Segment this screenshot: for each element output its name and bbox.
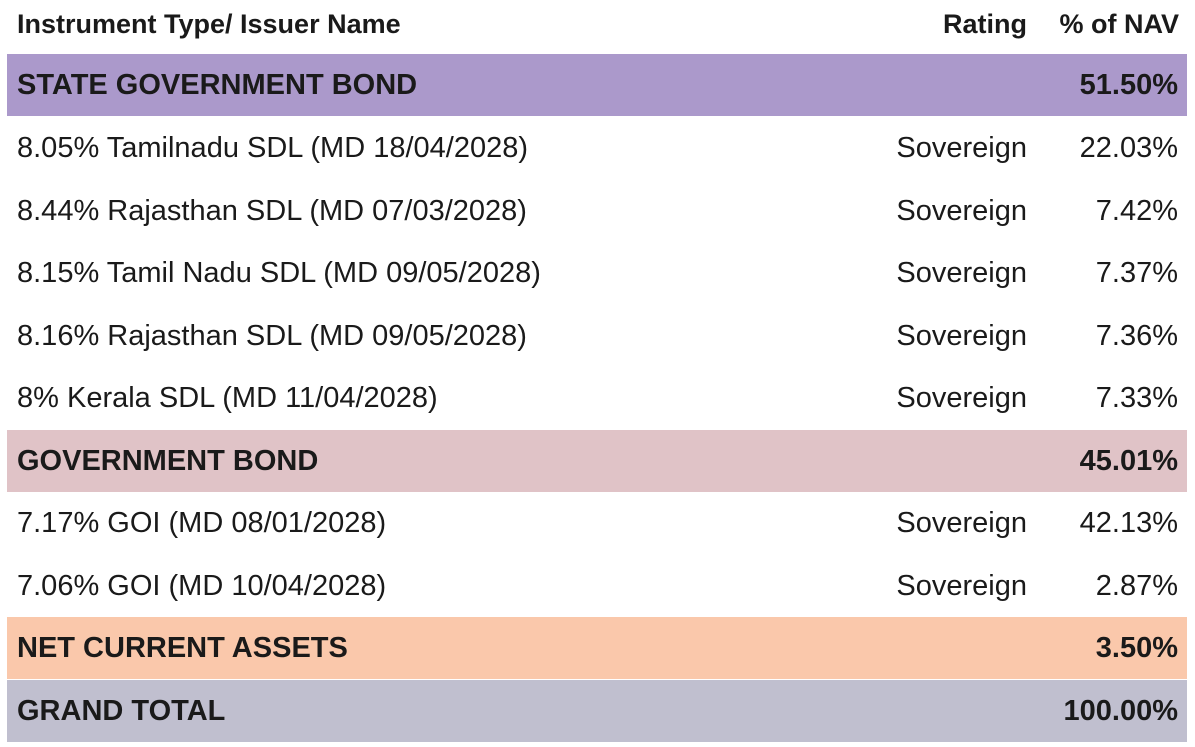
table-row: 7.06% GOI (MD 10/04/2028) Sovereign 2.87… <box>7 555 1187 617</box>
rating-value: Sovereign <box>896 381 1027 414</box>
header-nav: % of NAV <box>1059 8 1180 39</box>
table-row: 8.15% Tamil Nadu SDL (MD 09/05/2028) Sov… <box>7 242 1187 304</box>
rating-value: Sovereign <box>896 131 1027 164</box>
group-row-grand-total: GRAND TOTAL 100.00% <box>7 680 1187 742</box>
header-instrument: Instrument Type/ Issuer Name <box>17 8 401 39</box>
issuer-name: 7.17% GOI (MD 08/01/2028) <box>17 506 387 539</box>
issuer-name: 7.06% GOI (MD 10/04/2028) <box>17 569 387 602</box>
group-nav: 100.00% <box>1063 694 1179 727</box>
group-nav: 45.01% <box>1079 444 1178 477</box>
rating-value: Sovereign <box>896 506 1027 539</box>
table-row: 7.17% GOI (MD 08/01/2028) Sovereign 42.1… <box>7 492 1187 554</box>
group-label: STATE GOVERNMENT BOND <box>17 68 418 101</box>
issuer-name: 8.15% Tamil Nadu SDL (MD 09/05/2028) <box>17 256 541 289</box>
rating-value: Sovereign <box>896 194 1027 227</box>
group-label: GOVERNMENT BOND <box>17 444 319 477</box>
group-nav: 3.50% <box>1095 631 1178 664</box>
issuer-name: 8.44% Rajasthan SDL (MD 07/03/2028) <box>17 194 527 227</box>
table-header: Instrument Type/ Issuer Name Rating % of… <box>0 0 1195 48</box>
group-nav: 51.50% <box>1079 68 1178 101</box>
group-row-government-bond: GOVERNMENT BOND 45.01% <box>7 430 1187 492</box>
table-row: 8.44% Rajasthan SDL (MD 07/03/2028) Sove… <box>7 180 1187 242</box>
group-row-state-government-bond: STATE GOVERNMENT BOND 51.50% <box>7 54 1187 116</box>
group-label: GRAND TOTAL <box>17 694 226 727</box>
table-row: 8.16% Rajasthan SDL (MD 09/05/2028) Sove… <box>7 305 1187 367</box>
nav-value: 7.36% <box>1095 319 1178 352</box>
issuer-name: 8.05% Tamilnadu SDL (MD 18/04/2028) <box>17 131 529 164</box>
nav-value: 7.42% <box>1095 194 1178 227</box>
rating-value: Sovereign <box>896 319 1027 352</box>
table-row: 8% Kerala SDL (MD 11/04/2028) Sovereign … <box>7 367 1187 429</box>
issuer-name: 8% Kerala SDL (MD 11/04/2028) <box>17 381 438 414</box>
rating-value: Sovereign <box>896 256 1027 289</box>
rating-value: Sovereign <box>896 569 1027 602</box>
group-row-net-current-assets: NET CURRENT ASSETS 3.50% <box>7 617 1187 679</box>
nav-value: 22.03% <box>1079 131 1178 164</box>
nav-value: 42.13% <box>1079 506 1178 539</box>
header-rating: Rating <box>943 8 1027 39</box>
table-row: 8.05% Tamilnadu SDL (MD 18/04/2028) Sove… <box>7 117 1187 179</box>
issuer-name: 8.16% Rajasthan SDL (MD 09/05/2028) <box>17 319 527 352</box>
group-label: NET CURRENT ASSETS <box>17 631 348 664</box>
nav-value: 2.87% <box>1095 569 1178 602</box>
nav-value: 7.37% <box>1095 256 1178 289</box>
nav-value: 7.33% <box>1095 381 1178 414</box>
